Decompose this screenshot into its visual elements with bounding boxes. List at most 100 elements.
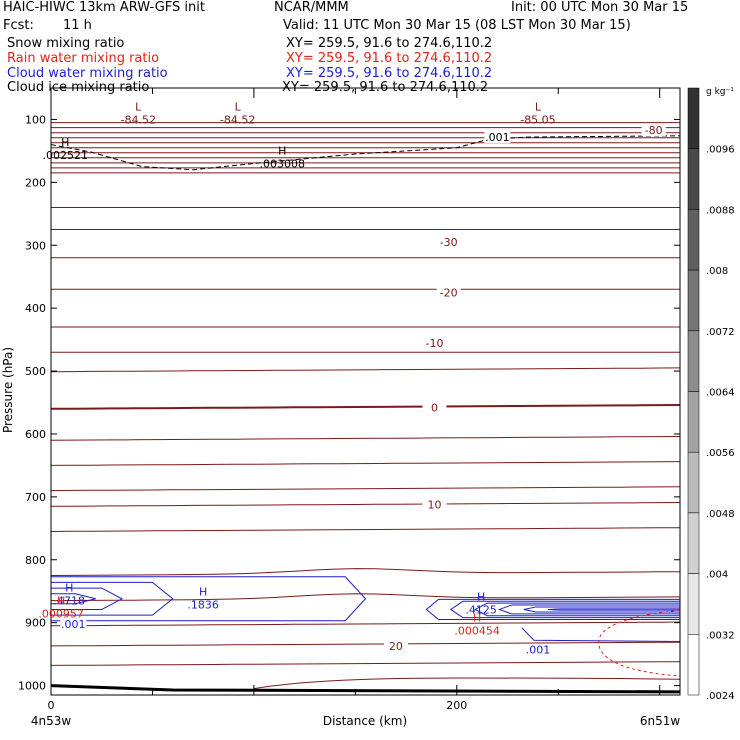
x-endpoint-left: 4n53w [31,714,72,728]
extremum-value: .000454 [454,624,500,637]
contour-label: .001 [61,618,86,631]
label-bg [436,286,461,299]
cloud-water-contour [51,576,367,622]
extremum-mark: L [235,101,242,114]
colorbar-tick-label: .004 [706,570,728,581]
colorbar-segment [687,451,700,514]
colorbar-tick-label: .0032 [706,630,735,641]
extremum-mark: H [65,581,73,594]
x-tick-label: 0 [48,699,55,712]
rain-contour [598,609,681,677]
colorbar-segment [687,209,700,271]
field-xy-rain: XY= 259.5, 91.6 to 274.6,110.2 [286,51,493,66]
isotherm-line [253,677,681,690]
extremum-value: .4718 [54,594,86,607]
y-axis-label: Pressure (hPa) [1,347,15,433]
colorbar-tick-label: .0096 [706,145,735,156]
colorbar-tick-label: .0088 [706,205,735,216]
label-bg [524,643,551,656]
colorbar-segment [687,148,700,210]
valid-time: Valid: 11 UTC Mon 30 Mar 15 (08 LST Mon … [283,18,631,33]
extremum-mark: H [61,136,69,149]
field-name-snow: Snow mixing ratio [7,36,125,51]
isotherm-line [50,367,681,373]
extremum-mark: H [278,145,286,158]
surface-line [50,684,681,694]
contour-label: .001 [526,644,551,657]
colorbar-segment [687,512,700,574]
y-tick-label: 800 [25,554,46,567]
cloud-water-contour [523,606,680,613]
colorbar-segment [687,634,700,696]
extremum-value: -84.52 [220,114,255,127]
y-tick-label: 900 [25,617,46,630]
field-name-cloud-water: Cloud water mixing ratio [7,66,168,81]
field-xy-snow: XY= 259.5, 91.6 to 274.6,110.2 [286,36,493,51]
colorbar-tick-label: .0072 [706,327,735,338]
colorbar-tick-label: .0024 [706,691,735,702]
label-bg [422,401,447,414]
cloud-water-contour [51,587,124,610]
extremum-mark: H [57,594,65,607]
isotherm-label: 0 [431,402,438,415]
isotherm-line [50,641,681,647]
annotation-layer: -80-30-20-1001020L-84.52L-84.52L-85.05H.… [38,101,666,657]
cloud-water-contour [497,604,680,615]
isotherm-line [50,404,681,410]
colorbar-tick-label: .0056 [706,448,735,459]
x-tick-label: 200 [446,699,467,712]
isotherm-line [50,621,681,627]
extremum-value: -85.05 [520,114,555,127]
label-bg [641,124,666,137]
plot-frame [50,87,681,696]
isotherm-line [50,486,681,492]
extremum-mark: H [473,611,481,624]
field-name-rain: Rain water mixing ratio [7,51,160,66]
extremum-mark: L [135,101,142,114]
label-bg [383,639,408,652]
isotherm-label: -10 [426,337,444,350]
isotherm-line [50,593,681,602]
extremum-mark: H [199,586,207,599]
contour-layer [50,122,681,694]
colorbar-tick-label: .0048 [706,509,735,520]
colorbar: .0096 .0088 .008 .0072 .0064 .0056 .0048 .004 .0… [687,87,735,702]
colorbar-unit: g kg⁻¹ [706,87,734,97]
isotherm-label: 10 [427,498,441,511]
init-time: Init: 00 UTC Mon 30 Mar 15 [511,0,689,15]
cloud-water-contour [425,598,680,621]
label-bg [484,131,511,144]
colorbar-segment [687,573,700,635]
y-tick-label: 400 [25,302,46,315]
colorbar-segment [687,269,700,332]
isotherm-line [50,568,681,576]
extremum-mark: H [477,591,485,604]
extremum-value: .000957 [38,607,84,620]
extremum-mark: L [535,101,542,114]
label-bg [60,617,87,630]
y-tick-label: 700 [25,491,46,504]
cloud-water-contour [449,600,680,619]
isotherm-line [50,502,681,507]
y-tick-label: 1000 [18,680,46,693]
y-tick-label: 100 [25,113,46,126]
extremum-value: -84.52 [121,114,156,127]
chart-title: HAIC-HIWC 13km ARW-GFS init [3,0,205,15]
isotherm-line [50,461,681,466]
isotherm-line [50,527,681,532]
isotherm-label: -80 [645,124,663,137]
y-tick-label: 600 [25,428,46,441]
isotherm-line [50,661,681,666]
colorbar-segment [687,330,700,392]
cloud-water-contour [521,627,681,643]
colorbar-tick-label: .0064 [706,388,735,399]
contour-label: .001 [485,131,510,144]
extremum-value: .003008 [260,158,306,171]
snow-contour [50,135,681,171]
y-tick-label: 200 [25,176,46,189]
label-bg [422,336,447,349]
isotherm-label: -30 [440,236,458,249]
isotherm-label: 20 [389,640,403,653]
extremum-value: .002521 [42,149,88,162]
